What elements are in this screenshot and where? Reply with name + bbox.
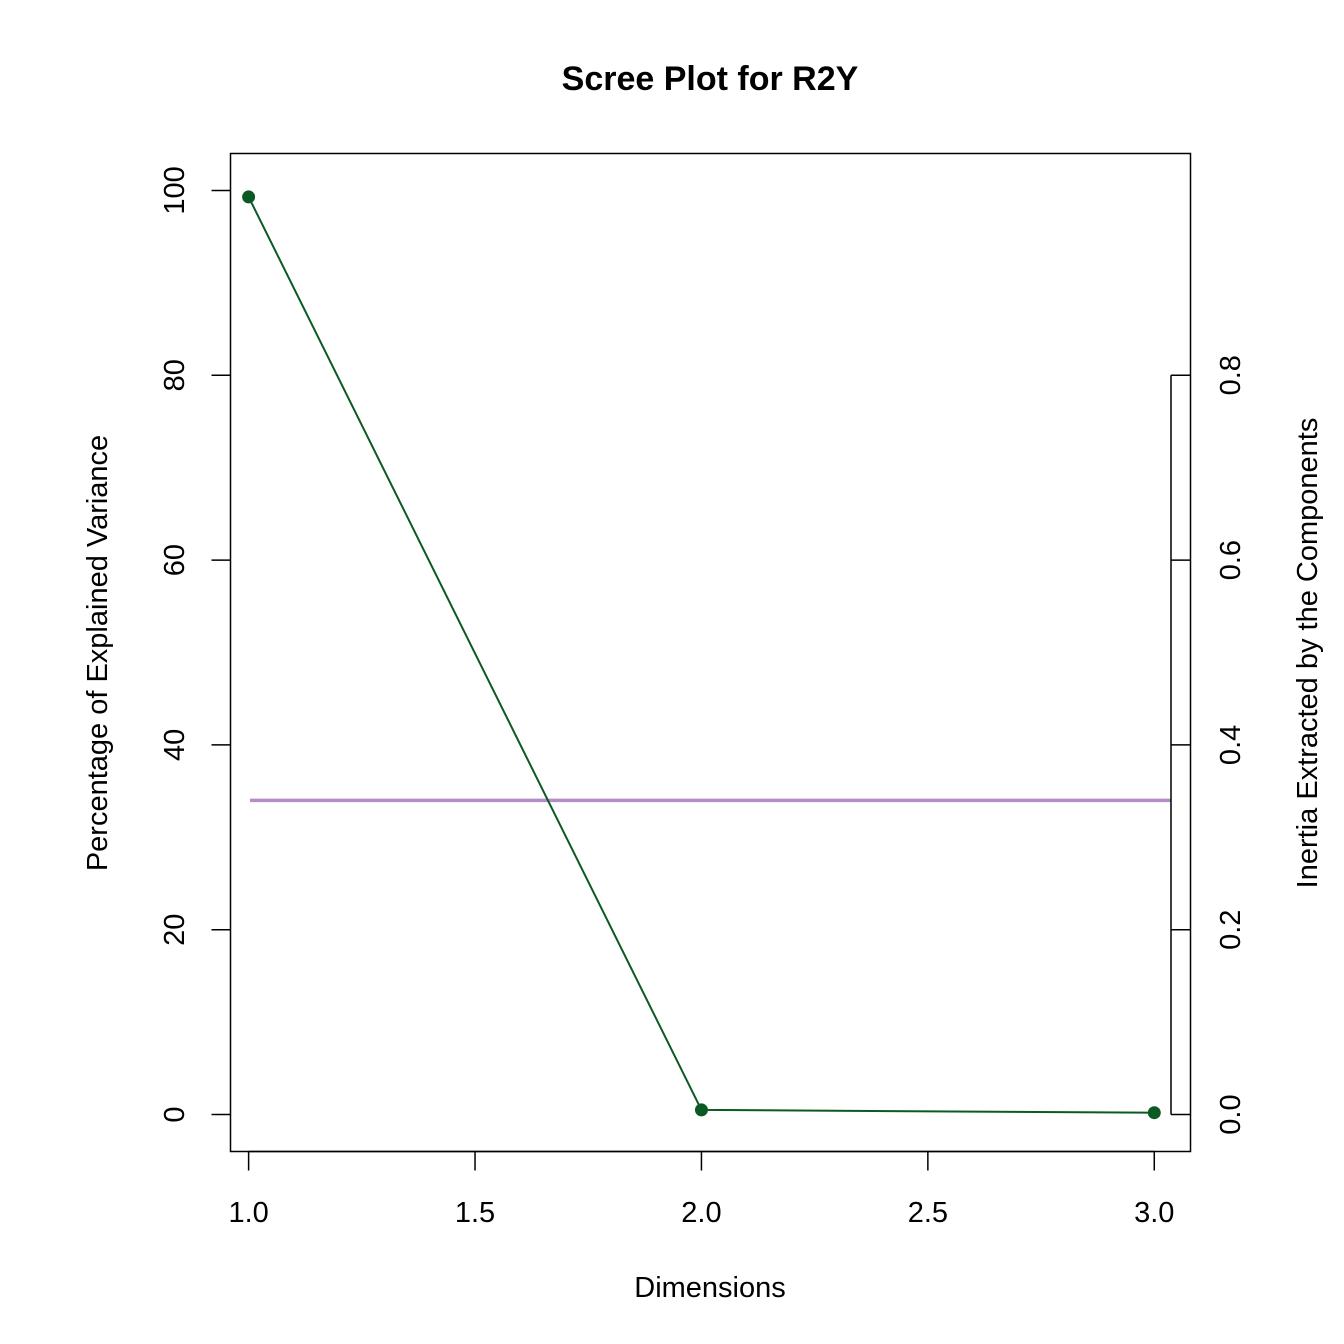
right-tick-label: 0.0: [1215, 1094, 1247, 1134]
right-tick-label: 0.4: [1215, 725, 1247, 765]
right-tick-label: 0.8: [1215, 355, 1247, 395]
x-tick-label: 2.5: [908, 1197, 948, 1229]
x-tick-label: 1.5: [455, 1197, 495, 1229]
data-point: [1147, 1106, 1161, 1120]
right-tick-label: 0.2: [1215, 910, 1247, 950]
y-tick-label: 100: [159, 166, 191, 214]
x-axis-label: Dimensions: [634, 1272, 786, 1304]
y-tick-label: 60: [159, 544, 191, 576]
x-tick-label: 3.0: [1134, 1197, 1174, 1229]
right-tick-label: 0.6: [1215, 540, 1247, 580]
y-tick-label: 20: [159, 914, 191, 946]
chart-title: Scree Plot for R2Y: [562, 60, 859, 98]
data-point: [242, 190, 256, 204]
y-tick-label: 80: [159, 359, 191, 391]
x-tick-label: 2.0: [681, 1197, 721, 1229]
y-tick-label: 0: [159, 1106, 191, 1122]
series-line: [247, 196, 1155, 1114]
plot-frame: [229, 152, 1192, 1153]
y-axis-label: Percentage of Explained Variance: [82, 435, 114, 871]
right-axis-label: Inertia Extracted by the Components: [1292, 418, 1324, 889]
data-point: [694, 1103, 708, 1117]
y-tick-label: 40: [159, 729, 191, 761]
x-tick-label: 1.0: [228, 1197, 268, 1229]
